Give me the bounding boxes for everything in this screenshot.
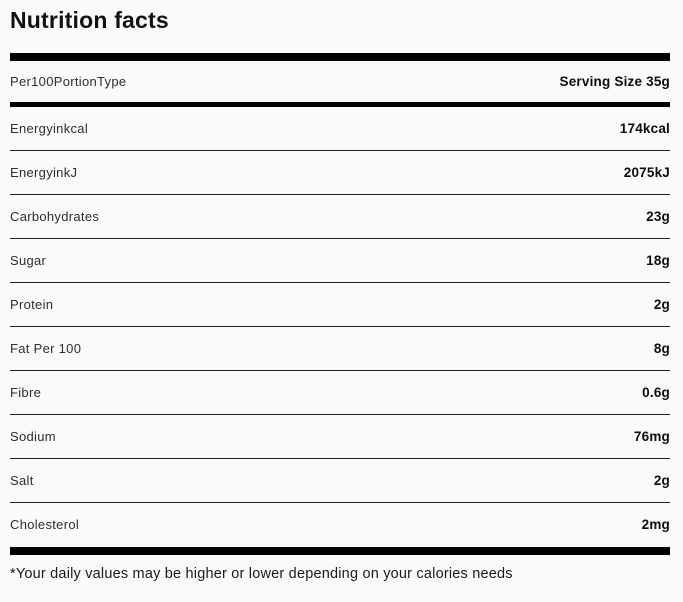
nutrient-value: 23g bbox=[646, 208, 670, 224]
nutrient-value: 174kcal bbox=[619, 120, 670, 136]
nutrition-row: Cholesterol 2mg bbox=[10, 503, 670, 547]
nutrient-label: Carbohydrates bbox=[10, 208, 100, 224]
top-divider-bar bbox=[10, 52, 670, 61]
serving-size-value: Serving Size 35g bbox=[559, 73, 670, 89]
nutrition-rows: Energyinkcal 174kcal EnergyinkJ 2075kJ C… bbox=[10, 107, 670, 547]
header-divider-bar bbox=[10, 101, 670, 107]
nutrient-label: Cholesterol bbox=[10, 517, 80, 533]
nutrition-row: Salt 2g bbox=[10, 459, 670, 503]
nutrient-value: 2g bbox=[653, 472, 670, 488]
per-portion-type-label: Per100PortionType bbox=[10, 73, 127, 89]
nutrition-row: Sodium 76mg bbox=[10, 415, 670, 459]
nutrition-row: Fat Per 100 8g bbox=[10, 327, 670, 371]
nutrition-row: Sugar 18g bbox=[10, 239, 670, 283]
nutrient-label: Protein bbox=[10, 296, 54, 312]
nutrient-label: Sodium bbox=[10, 428, 56, 444]
nutrient-label: Salt bbox=[10, 472, 34, 488]
table-header-row: Per100PortionType Serving Size 35g bbox=[10, 61, 670, 102]
nutrient-value: 2075kJ bbox=[623, 164, 670, 180]
nutrient-value: 18g bbox=[646, 252, 670, 268]
nutrient-label: EnergyinkJ bbox=[10, 164, 78, 180]
nutrient-value: 2mg bbox=[641, 517, 670, 533]
nutrition-row: Fibre 0.6g bbox=[10, 371, 670, 415]
nutrient-value: 76mg bbox=[633, 428, 670, 444]
nutrient-value: 8g bbox=[653, 340, 670, 356]
nutrient-value: 0.6g bbox=[642, 384, 670, 400]
nutrition-facts-panel: Nutrition facts Per100PortionType Servin… bbox=[10, 7, 670, 582]
nutrition-row: Protein 2g bbox=[10, 283, 670, 327]
nutrition-row: EnergyinkJ 2075kJ bbox=[10, 151, 670, 195]
nutrition-row: Energyinkcal 174kcal bbox=[10, 107, 670, 151]
nutrient-value: 2g bbox=[653, 296, 670, 312]
nutrient-label: Fibre bbox=[10, 384, 42, 400]
nutrient-label: Energyinkcal bbox=[10, 120, 89, 136]
nutrient-label: Fat Per 100 bbox=[10, 340, 82, 356]
nutrient-label: Sugar bbox=[10, 252, 47, 268]
daily-values-footnote: *Your daily values may be higher or lowe… bbox=[10, 565, 513, 582]
bottom-divider-bar bbox=[10, 546, 670, 555]
nutrition-row: Carbohydrates 23g bbox=[10, 195, 670, 239]
page-title: Nutrition facts bbox=[10, 7, 169, 33]
